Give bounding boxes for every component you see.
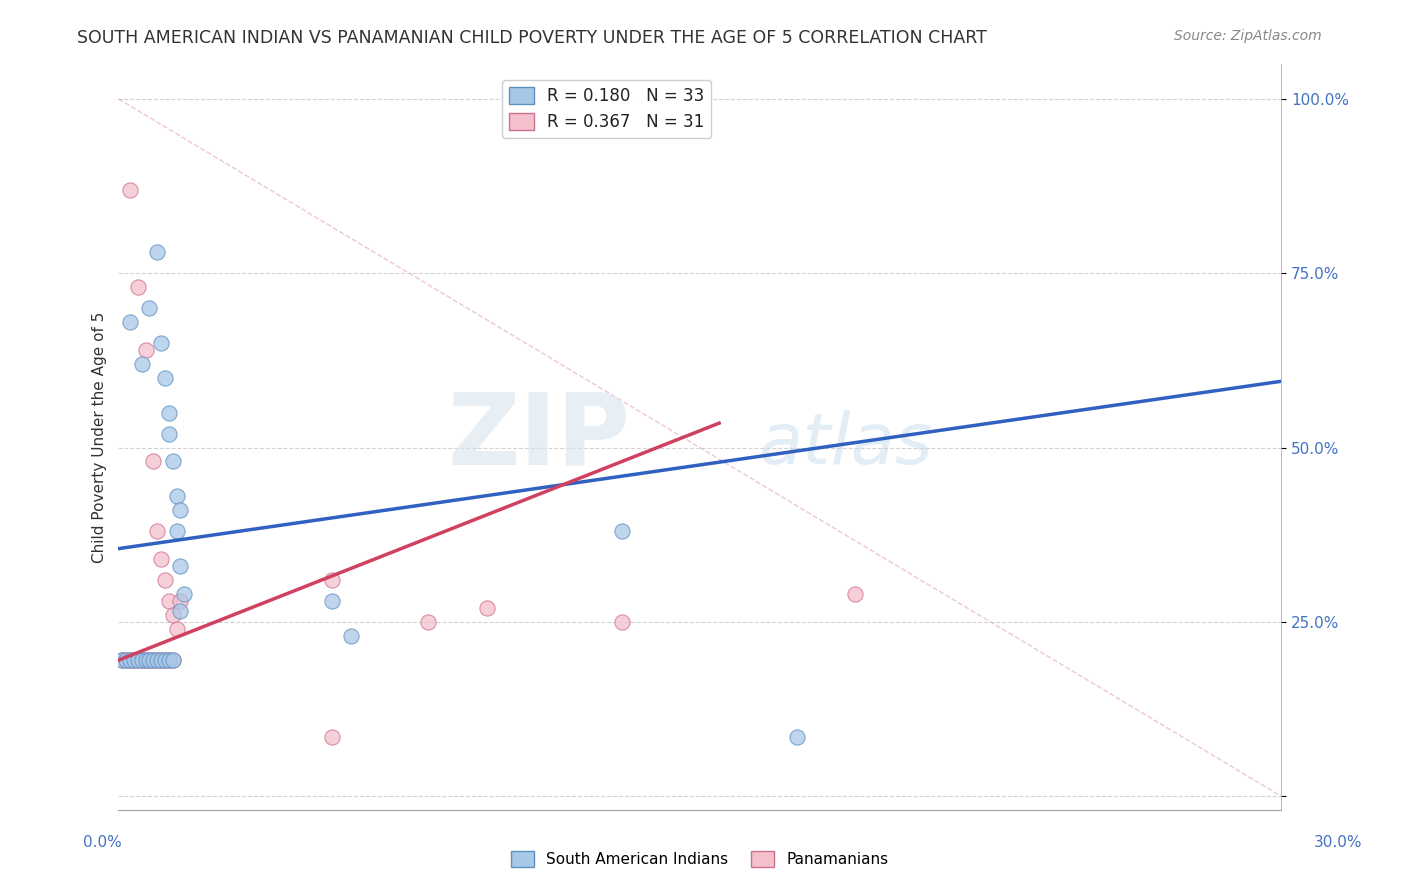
Point [157,653,180,667]
Point [127,653,149,667]
Point [120,183,142,197]
Text: 30.0%: 30.0% [1315,836,1362,850]
Point [321,594,343,608]
Point [142,653,165,667]
Point [166,622,188,636]
Point [321,730,343,744]
Point [321,573,343,587]
Point [150,335,173,350]
Point [418,615,440,629]
Point [166,524,188,539]
Point [131,653,153,667]
Point [157,426,180,441]
Point [612,524,634,539]
Point [162,607,184,622]
Point [135,653,157,667]
Point [157,653,180,667]
Point [612,615,634,629]
Text: Source: ZipAtlas.com: Source: ZipAtlas.com [1174,29,1322,43]
Point [340,629,363,643]
Point [115,653,138,667]
Point [169,594,191,608]
Point [138,653,160,667]
Text: ZIP: ZIP [447,389,630,485]
Point [146,653,169,667]
Point [475,601,498,615]
Legend: R = 0.180   N = 33, R = 0.367   N = 31: R = 0.180 N = 33, R = 0.367 N = 31 [502,80,711,138]
Point [127,280,149,294]
Point [844,587,866,601]
Point [111,653,134,667]
Point [120,653,142,667]
Point [146,245,169,260]
Point [146,653,169,667]
Point [153,371,176,385]
Point [127,653,149,667]
Point [131,653,153,667]
Point [157,406,180,420]
Text: 0.0%: 0.0% [83,836,122,850]
Point [153,653,176,667]
Point [122,653,145,667]
Point [162,653,184,667]
Point [131,357,153,371]
Point [150,653,173,667]
Point [142,653,165,667]
Point [150,552,173,566]
Point [150,653,173,667]
Point [120,315,142,329]
Point [169,604,191,618]
Point [166,489,188,503]
Point [138,653,160,667]
Text: atlas: atlas [758,410,932,479]
Text: SOUTH AMERICAN INDIAN VS PANAMANIAN CHILD POVERTY UNDER THE AGE OF 5 CORRELATION: SOUTH AMERICAN INDIAN VS PANAMANIAN CHIL… [77,29,987,46]
Point [111,653,134,667]
Y-axis label: Child Poverty Under the Age of 5: Child Poverty Under the Age of 5 [93,311,107,563]
Point [173,587,195,601]
Point [120,653,142,667]
Point [157,594,180,608]
Point [135,343,157,357]
Point [153,573,176,587]
Point [146,524,169,539]
Point [162,454,184,468]
Point [153,653,176,667]
Point [135,653,157,667]
Point [786,730,808,744]
Point [142,454,165,468]
Point [122,653,145,667]
Point [162,653,184,667]
Point [115,653,138,667]
Point [169,503,191,517]
Point [169,559,191,574]
Point [138,301,160,315]
